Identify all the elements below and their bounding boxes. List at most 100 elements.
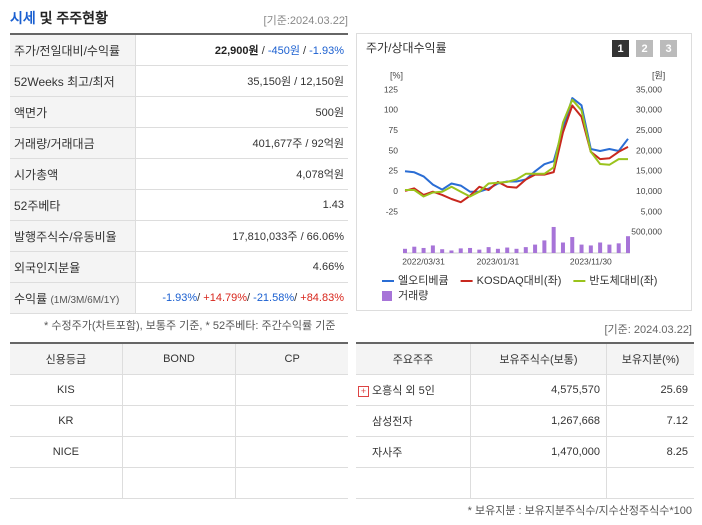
summary-value: 401,677주 / 92억원	[252, 138, 344, 150]
y-tick-label: -25	[386, 206, 399, 216]
table-cell: + 오흥식 외 5인	[356, 374, 471, 406]
summary-label: 시가총액	[14, 167, 59, 182]
title-rest: 및 주주현황	[39, 10, 108, 26]
summary-value-cell: 35,150원 / 12,150원	[135, 65, 348, 97]
summary-value: -21.58%	[253, 292, 295, 304]
legend-label: 거래량	[398, 289, 428, 302]
y-tick-label: 75	[389, 125, 399, 135]
header-cell: CP	[235, 342, 348, 375]
table-cell: 자사주	[356, 436, 471, 468]
y2-tick-label: 35,000	[636, 84, 662, 94]
cell-text: 삼성전자	[372, 416, 413, 428]
summary-value-cell: 4.66%	[135, 251, 348, 283]
table-cell: KIS	[10, 374, 123, 406]
cell-text: KR	[58, 415, 74, 427]
summary-row: 수익률 (1M/3M/6M/1Y) -1.93%/ +14.79%/ -21.58…	[10, 282, 348, 314]
x-tick-label: 2022/03/31	[402, 256, 445, 266]
section-title: 시세 및 주주현황	[10, 8, 108, 28]
y2-tick-label: 25,000	[636, 125, 662, 135]
table-cell: 1,470,000	[470, 436, 607, 468]
summary-value-cell: 4,078억원	[135, 158, 348, 190]
summary-value-cell: 22,900원 / -450원 / -1.93%	[135, 34, 348, 66]
volume-bar	[533, 244, 538, 253]
period-button[interactable]	[660, 40, 677, 57]
table-cell	[122, 405, 237, 437]
summary-value: +14.79%	[203, 292, 248, 304]
table-cell	[122, 436, 237, 468]
y-tick-label: 125	[384, 84, 398, 94]
period-button-label[interactable]: 3	[665, 43, 671, 55]
header-cell: 보유주식수(보통)	[470, 342, 607, 375]
summary-label-cell: 시가총액	[10, 158, 136, 190]
table-cell	[235, 436, 348, 468]
volume-bar	[607, 244, 612, 253]
volume-bar	[477, 249, 482, 253]
header-cell: BOND	[122, 342, 237, 375]
summary-table: 주가/전일대비/수익률 22,900원 / -450원 / -1.93% 52Wee…	[10, 33, 348, 314]
summary-label-cell: 52Weeks 최고/최저	[10, 65, 136, 97]
empty-row	[356, 467, 694, 499]
table-cell: NICE	[10, 436, 123, 468]
summary-value: /	[197, 292, 204, 304]
summary-row: 시가총액 4,078억원	[10, 158, 348, 190]
summary-value: 4.66%	[312, 261, 344, 273]
note: * 수정주가(차트포함), 보통주 기준, * 52주베타: 주간수익률 기준	[44, 320, 336, 332]
credit-table: 신용등급 BOND CP KIS KR NICE	[10, 342, 348, 499]
period-button-label[interactable]: 1	[617, 43, 623, 55]
summary-label: 수익률	[14, 291, 48, 306]
summary-value: -1.93%	[162, 292, 198, 304]
summary-value: +84.83%	[300, 292, 344, 304]
volume-bar	[542, 240, 547, 253]
period-button-label[interactable]: 2	[641, 43, 647, 55]
cell-text: 자사주	[372, 447, 403, 459]
header-cell: 주요주주	[356, 342, 471, 375]
legend-label: KOSDAQ대비(좌)	[477, 274, 562, 287]
summary-value-cell: -1.93%/ +14.79%/ -21.58%/ +84.83%	[135, 282, 348, 314]
table-cell: 1,267,668	[470, 405, 607, 437]
period-button[interactable]	[612, 40, 629, 57]
summary-value: 35,150원 / 12,150원	[247, 76, 344, 88]
y2-tick-label: 20,000	[636, 145, 662, 155]
table-cell	[235, 467, 348, 499]
date: [기준:2024.03.22]	[263, 15, 348, 27]
x-tick-label: 2023/11/30	[570, 256, 612, 266]
table-cell	[470, 467, 607, 499]
y2-tick-label: 15,000	[636, 166, 662, 176]
summary-value: /	[258, 45, 268, 57]
footnote: * 보유지분 : 보유지분주식수/지수산정주식수*100	[467, 505, 692, 517]
cell-text: 8.25	[666, 446, 688, 458]
volume-bar	[412, 246, 417, 253]
summary-row: 액면가 500원	[10, 96, 348, 128]
y2-tick-label: 10,000	[636, 186, 662, 196]
summary-value: /	[247, 292, 254, 304]
summary-label-cell: 52주베타	[10, 189, 136, 221]
table-row: + 오흥식 외 5인 4,575,570 25.69	[356, 374, 694, 406]
volume-bar	[579, 244, 584, 253]
table-cell	[235, 405, 348, 437]
summary-label-cell: 거래량/거래대금	[10, 127, 136, 159]
volume-bar	[514, 248, 519, 253]
summary-value: -450원	[267, 45, 300, 57]
x-tick-label: 2023/01/31	[477, 256, 520, 266]
table-row: 자사주 1,470,000 8.25	[356, 436, 694, 468]
volume-bar	[421, 247, 426, 253]
volume-bar	[486, 247, 491, 253]
summary-label: 주가/전일대비/수익률	[14, 43, 121, 58]
volume-bar	[616, 243, 621, 253]
y-tick-label: 0	[393, 186, 398, 196]
expand-icon[interactable]: +	[358, 385, 369, 397]
legend-swatch	[382, 291, 392, 301]
cell-text: 7.12	[666, 415, 688, 427]
volume-bar	[440, 249, 445, 253]
cell-text: NICE	[52, 446, 79, 458]
volume-bar	[430, 245, 435, 253]
table-cell	[356, 467, 471, 499]
chart: 주가/상대수익률 1 2 3 [%] [원] -25 0 25 50 75 100 125 5,000 1…	[366, 40, 677, 302]
period-button[interactable]	[636, 40, 653, 57]
summary-value: -1.93%	[309, 45, 344, 57]
summary-value-cell: 401,677주 / 92억원	[135, 127, 348, 159]
summary-value: 500원	[315, 107, 344, 119]
y-tick-label: 25	[389, 166, 399, 176]
volume-bar	[626, 236, 630, 253]
